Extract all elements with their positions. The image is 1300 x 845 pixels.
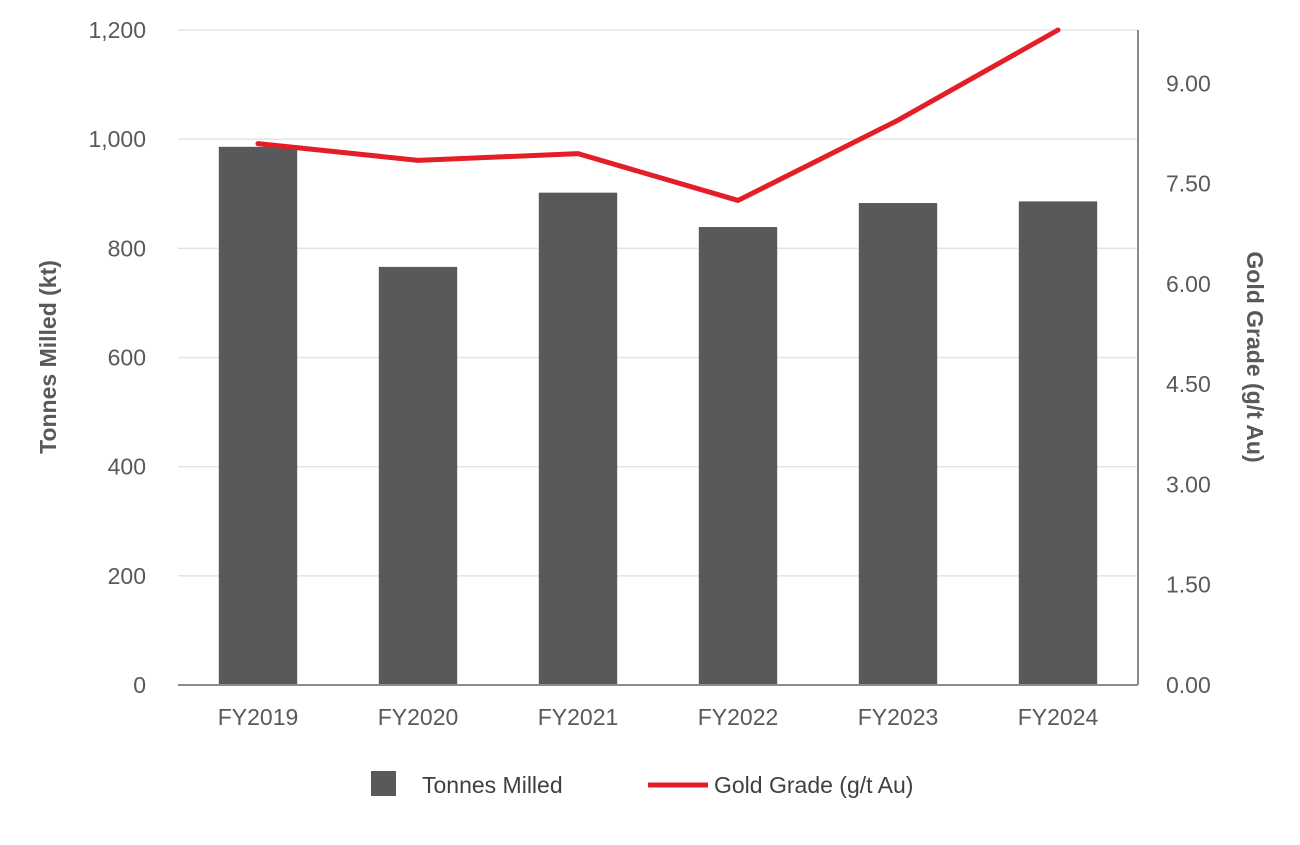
bar-fy2019 (219, 147, 297, 685)
legend: Tonnes Milled Gold Grade (g/t Au) (371, 771, 913, 798)
left-axis-tick-label: 400 (108, 454, 146, 480)
right-axis-title: Gold Grade (g/t Au) (1242, 251, 1268, 462)
legend-swatch-tonnes-milled (371, 771, 396, 796)
right-axis-tick-label: 0.00 (1166, 672, 1211, 698)
left-axis-tick-label: 0 (133, 672, 146, 698)
x-axis-tick-label: FY2023 (858, 704, 939, 730)
x-axis-tick-label: FY2024 (1018, 704, 1099, 730)
bar-fy2024 (1019, 201, 1097, 685)
gold-grade-line (258, 30, 1058, 200)
x-axis-tick-label: FY2019 (218, 704, 299, 730)
legend-label-tonnes-milled: Tonnes Milled (422, 772, 563, 798)
left-axis-tick-label: 600 (108, 345, 146, 371)
bar-fy2022 (699, 227, 777, 685)
bar-fy2021 (539, 193, 617, 685)
right-axis-ticks: 0.00 1.50 3.00 4.50 6.00 7.50 9.00 (1166, 70, 1211, 698)
line-series (258, 30, 1058, 201)
left-axis-tick-label: 800 (108, 235, 146, 261)
x-axis-tick-label: FY2022 (698, 704, 779, 730)
left-axis-tick-label: 1,000 (88, 126, 146, 152)
left-axis-tick-label: 200 (108, 563, 146, 589)
x-axis-ticks: FY2019 FY2020 FY2021 FY2022 FY2023 FY2024 (218, 704, 1099, 730)
right-axis-tick-label: 6.00 (1166, 271, 1211, 297)
right-axis-tick-label: 4.50 (1166, 371, 1211, 397)
x-axis-tick-label: FY2020 (378, 704, 459, 730)
right-axis-tick-label: 3.00 (1166, 471, 1211, 497)
legend-label-gold-grade: Gold Grade (g/t Au) (714, 772, 913, 798)
right-axis-tick-label: 1.50 (1166, 572, 1211, 598)
right-axis-tick-label: 9.00 (1166, 70, 1211, 96)
bar-series (219, 147, 1097, 685)
x-axis-tick-label: FY2021 (538, 704, 619, 730)
right-axis-tick-label: 7.50 (1166, 171, 1211, 197)
grid-lines (178, 30, 1138, 576)
bar-fy2023 (859, 203, 937, 685)
left-axis-ticks: 0 200 400 600 800 1,000 1,200 (88, 17, 146, 698)
bar-fy2020 (379, 267, 457, 685)
left-axis-tick-label: 1,200 (88, 17, 146, 43)
left-axis-title: Tonnes Milled (kt) (35, 260, 61, 454)
